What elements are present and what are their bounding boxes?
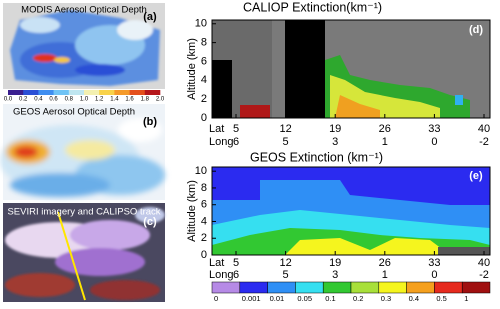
colorbar-cell	[114, 90, 130, 95]
lat-tick-label: 40	[478, 257, 490, 269]
panel-label: (a)	[143, 11, 157, 23]
y-tick-label: 6	[201, 199, 207, 211]
colorbar-cell	[129, 90, 146, 95]
colorbar-tick-label: 1.4	[110, 97, 119, 103]
colorbar-label: 0.1	[325, 294, 335, 303]
map-title: SEVIRI imagery and CALIPSO track	[7, 207, 160, 218]
lat-tick-label: 33	[428, 257, 440, 269]
y-tick-label: 0	[201, 249, 207, 261]
colorbar-tick-label: 0.6	[49, 97, 58, 103]
lat-tick-label: 26	[379, 123, 391, 135]
colorbar-cell	[267, 281, 296, 294]
curtain-title: CALIOP Extinction(km⁻¹)	[243, 0, 382, 14]
geos-curtain: GEOS Extinction (km⁻¹) (e)	[211, 150, 491, 256]
lat-tick-label: 12	[279, 257, 291, 269]
y-tick-label: 2	[201, 232, 207, 244]
y-tick-label: 6	[201, 55, 207, 67]
lat-label: Lat	[209, 257, 224, 269]
colorbar-cell	[461, 281, 491, 294]
colorbar-cell	[406, 281, 435, 294]
colorbar-tick-label: 1.6	[125, 97, 134, 103]
long-tick-label: 6	[233, 136, 239, 148]
y-tick-label: 2	[201, 93, 207, 105]
colorbar-cell	[8, 90, 24, 95]
long-tick-label: 3	[332, 269, 338, 281]
panel-label: (c)	[143, 216, 157, 228]
lat-tick-label: 19	[329, 123, 341, 135]
colorbar-cell	[378, 281, 407, 294]
colorbar-label: 0.5	[436, 294, 446, 303]
colorbar-cell	[144, 90, 161, 95]
colorbar-tick-label: 1.8	[141, 97, 150, 103]
colorbar-label: 1	[464, 294, 468, 303]
colorbar-label: 0.05	[297, 294, 312, 303]
long-tick-label: 0	[431, 136, 437, 148]
colorbar-cell	[38, 90, 54, 95]
map-title: MODIS Aerosol Optical Depth	[21, 5, 147, 16]
map-panel-a: MODIS Aerosol Optical Depth (a)	[3, 3, 165, 89]
map-panel-b: GEOS Aerosol Optical Depth (b)	[0, 104, 165, 200]
colorbar-label: 0.001	[242, 294, 261, 303]
long-tick-label: -2	[479, 269, 489, 281]
colorbar-tick-label: 0.8	[65, 97, 74, 103]
lat-tick-label: 40	[478, 123, 490, 135]
curtain-title: GEOS Extinction (km⁻¹)	[250, 150, 383, 164]
colorbar-cell	[84, 90, 100, 95]
long-tick-label: 6	[233, 269, 239, 281]
colorbar-tick-label: 0.2	[19, 97, 28, 103]
colorbar-label: 0.2	[353, 294, 363, 303]
colorbar-label: 0.01	[270, 294, 285, 303]
y-tick-label: 8	[201, 37, 207, 49]
colorbar-label: 0.3	[381, 294, 391, 303]
map-title: GEOS Aerosol Optical Depth	[13, 107, 135, 118]
colorbar-cell	[53, 90, 70, 95]
lat-tick-label: 5	[233, 123, 239, 135]
colorbar-cell	[23, 90, 39, 95]
y-axis-label: Altitude (km)	[186, 38, 198, 100]
colorbar-cell	[68, 90, 85, 95]
lat-tick-label: 12	[279, 123, 291, 135]
lat-label: Lat	[209, 123, 224, 135]
y-tick-label: 10	[195, 18, 207, 30]
colorbar-label: 0.4	[409, 294, 419, 303]
lat-tick-label: 19	[329, 257, 341, 269]
colorbar-tick-label: 0.0	[4, 97, 13, 103]
y-axis-label: Altitude (km)	[186, 180, 198, 242]
caliop-curtain: CALIOP Extinction(km⁻¹) (d)	[211, 0, 491, 119]
long-tick-label: 1	[382, 269, 388, 281]
long-tick-label: 5	[283, 269, 289, 281]
lat-tick-label: 5	[233, 257, 239, 269]
lat-tick-label: 26	[379, 257, 391, 269]
map-panel-c: SEVIRI imagery and CALIPSO track (c)	[3, 203, 165, 302]
long-tick-label: 5	[283, 136, 289, 148]
colorbar-cell	[239, 281, 268, 294]
colorbar-cell	[434, 281, 463, 294]
long-tick-label: 0	[431, 269, 437, 281]
colorbar-tick-label: 1.0	[80, 97, 89, 103]
colorbar-tick-label: 0.4	[34, 97, 43, 103]
y-tick-label: 8	[201, 182, 207, 194]
y-tick-label: 4	[201, 74, 207, 86]
long-tick-label: -2	[479, 136, 489, 148]
y-tick-label: 10	[195, 165, 207, 177]
colorbar-cell	[350, 281, 380, 294]
panel-label: (e)	[469, 170, 483, 182]
colorbar-tick-label: 1.2	[95, 97, 104, 103]
colorbar-label: 0	[214, 294, 218, 303]
y-tick-label: 0	[201, 112, 207, 124]
long-label: Long	[209, 136, 233, 148]
panel-label: (d)	[469, 24, 483, 36]
colorbar-cell	[99, 90, 115, 95]
colorbar-cell	[211, 281, 241, 294]
long-tick-label: 1	[382, 136, 388, 148]
colorbar-cell	[295, 281, 324, 294]
long-tick-label: 3	[332, 136, 338, 148]
long-label: Long	[209, 269, 233, 281]
panel-label: (b)	[143, 116, 157, 128]
y-tick-label: 4	[201, 215, 207, 227]
colorbar-cell	[322, 281, 352, 294]
lat-tick-label: 33	[428, 123, 440, 135]
colorbar-tick-label: 2.0	[156, 97, 165, 103]
